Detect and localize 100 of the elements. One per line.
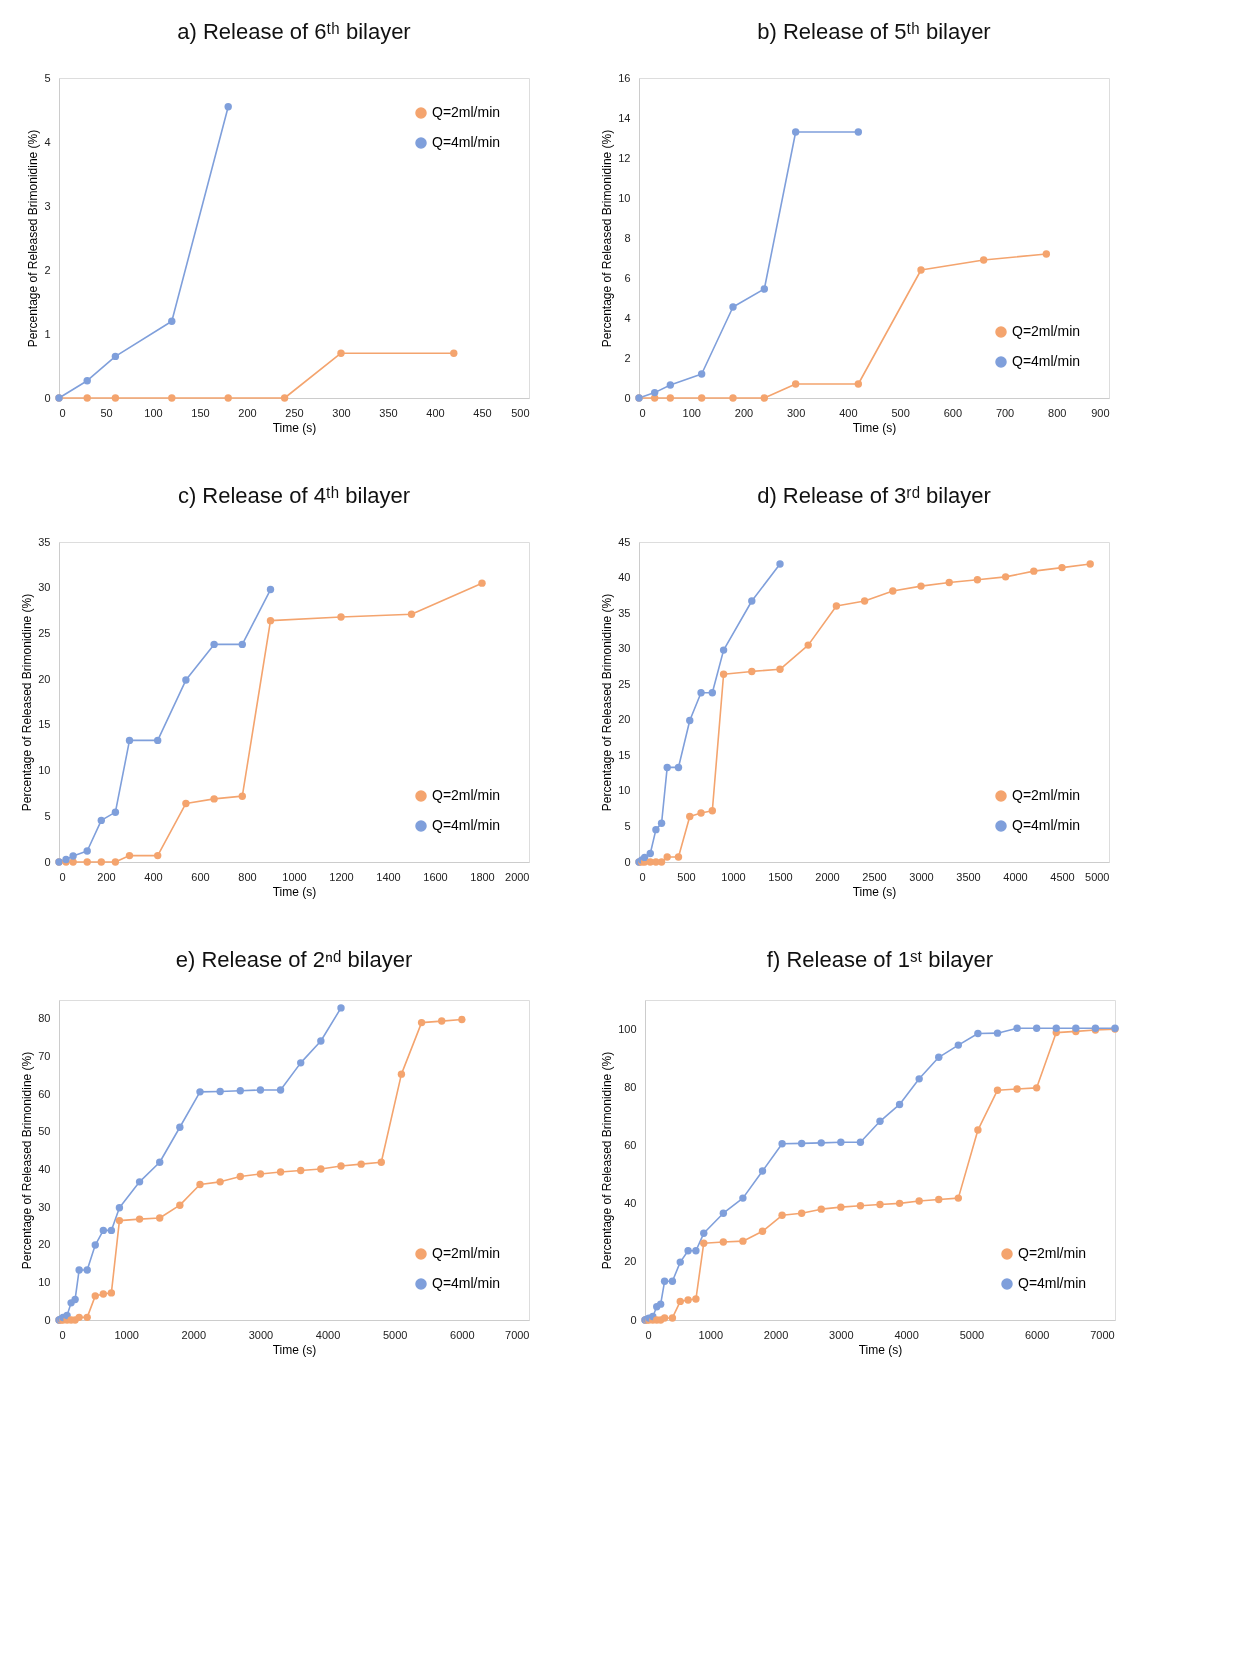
- chart-title: e) Release of 2ⁿᵈ bilayer: [175, 947, 413, 972]
- y-tick-label: 15: [618, 748, 631, 761]
- x-axis-title: Time (s): [272, 1342, 317, 1357]
- y-tick-label: 30: [38, 1200, 51, 1213]
- chart-title: b) Release of 5ᵗʰ bilayer: [757, 19, 991, 44]
- x-tick-label: 800: [238, 870, 257, 883]
- legend-label: Q=2ml/min: [432, 787, 501, 803]
- y-tick-label: 14: [618, 111, 631, 124]
- y-axis-title: Percentage of Released Brimonidine (%): [20, 593, 35, 812]
- x-tick-label: 4000: [315, 1328, 341, 1341]
- x-tick-label: 1200: [329, 870, 354, 883]
- y-tick-label: 30: [618, 642, 631, 655]
- y-tick-label: 1: [44, 327, 51, 340]
- y-tick-label: 8: [624, 231, 631, 244]
- x-tick-label: 5000: [382, 1328, 408, 1341]
- y-tick-label: 20: [618, 713, 631, 726]
- x-tick-label: 400: [426, 406, 445, 419]
- x-tick-label: 100: [682, 406, 701, 419]
- x-tick-label: 3500: [956, 870, 981, 883]
- x-tick-label: 6000: [450, 1328, 475, 1341]
- x-tick-label: 5000: [959, 1328, 985, 1341]
- x-tick-label: 2000: [505, 870, 530, 883]
- y-tick-label: 4: [44, 135, 51, 148]
- y-tick-label: 0: [624, 855, 631, 868]
- x-tick-label: 1400: [376, 870, 401, 883]
- x-tick-label: 4000: [894, 1328, 919, 1341]
- y-tick-label: 0: [624, 391, 631, 404]
- x-tick-label: 500: [511, 406, 530, 419]
- y-tick-label: 60: [38, 1087, 51, 1100]
- chart-title: d) Release of 3ʳᵈ bilayer: [757, 483, 991, 508]
- y-tick-label: 50: [38, 1125, 51, 1138]
- x-tick-label: 200: [734, 406, 754, 419]
- legend-label: Q=2ml/min: [1018, 1245, 1087, 1261]
- y-axis-title: Percentage of Released Brimonidine (%): [26, 129, 41, 348]
- chart-title: f) Release of 1ˢᵗ bilayer: [766, 947, 994, 972]
- x-tick-label: 300: [786, 406, 806, 419]
- x-tick-label: 700: [995, 406, 1015, 419]
- y-axis-title: Percentage of Released Brimonidine (%): [600, 129, 615, 348]
- y-tick-label: 40: [618, 571, 631, 584]
- x-tick-label: 3000: [248, 1328, 274, 1341]
- y-tick-label: 5: [44, 809, 51, 822]
- x-tick-label: 5000: [1085, 870, 1110, 883]
- x-tick-label: 4500: [1050, 870, 1075, 883]
- x-axis-title: Time (s): [852, 420, 897, 435]
- x-tick-label: 200: [97, 870, 116, 883]
- y-tick-label: 0: [44, 1313, 51, 1326]
- y-tick-label: 80: [624, 1080, 637, 1093]
- x-tick-label: 3000: [829, 1328, 854, 1341]
- y-tick-label: 15: [38, 718, 51, 731]
- legend-label: Q=4ml/min: [1012, 817, 1081, 833]
- y-tick-label: 12: [618, 151, 631, 164]
- x-tick-label: 150: [191, 406, 210, 419]
- x-tick-label: 300: [332, 406, 351, 419]
- x-tick-label: 200: [238, 406, 257, 419]
- y-tick-label: 60: [624, 1138, 637, 1151]
- x-tick-label: 900: [1091, 406, 1110, 419]
- y-tick-label: 10: [38, 764, 51, 777]
- x-tick-label: 4000: [1003, 870, 1028, 883]
- y-tick-label: 35: [38, 535, 51, 548]
- x-tick-label: 100: [144, 406, 163, 419]
- y-tick-label: 0: [44, 391, 51, 404]
- x-tick-label: 0: [59, 1328, 66, 1341]
- x-tick-label: 50: [100, 406, 113, 419]
- legend-label: Q=2ml/min: [432, 1245, 501, 1261]
- legend-label: Q=2ml/min: [432, 104, 501, 120]
- legend-label: Q=4ml/min: [432, 134, 501, 150]
- y-tick-label: 2: [44, 263, 51, 276]
- x-tick-label: 0: [59, 406, 66, 419]
- legend-label: Q=4ml/min: [432, 817, 501, 833]
- y-tick-label: 70: [38, 1049, 51, 1062]
- legend-label: Q=4ml/min: [1012, 353, 1081, 369]
- y-tick-label: 5: [624, 819, 631, 832]
- x-tick-label: 1000: [721, 870, 746, 883]
- y-axis-title: Percentage of Released Brimonidine (%): [600, 1051, 615, 1270]
- legend-label: Q=4ml/min: [1018, 1275, 1087, 1291]
- x-tick-label: 7000: [505, 1328, 530, 1341]
- y-tick-label: 40: [624, 1197, 637, 1210]
- x-tick-label: 0: [645, 1328, 652, 1341]
- x-tick-label: 1000: [114, 1328, 139, 1341]
- x-tick-label: 600: [191, 870, 210, 883]
- x-axis-title: Time (s): [852, 884, 897, 899]
- y-tick-label: 25: [38, 626, 51, 639]
- x-tick-label: 400: [839, 406, 858, 419]
- x-tick-label: 400: [144, 870, 163, 883]
- y-tick-label: 10: [38, 1275, 51, 1288]
- y-tick-label: 6: [624, 271, 631, 284]
- x-tick-label: 2000: [181, 1328, 207, 1341]
- y-tick-label: 2: [624, 351, 631, 364]
- x-tick-label: 1800: [470, 870, 495, 883]
- legend-label: Q=2ml/min: [1012, 787, 1081, 803]
- chart-title: c) Release of 4ᵗʰ bilayer: [177, 483, 411, 508]
- x-tick-label: 3000: [909, 870, 934, 883]
- legend-label: Q=2ml/min: [1012, 323, 1081, 339]
- y-tick-label: 16: [618, 71, 631, 84]
- y-tick-label: 20: [624, 1255, 637, 1268]
- y-tick-label: 35: [618, 606, 631, 619]
- y-tick-label: 30: [38, 581, 51, 594]
- x-tick-label: 1000: [698, 1328, 724, 1341]
- y-tick-label: 3: [44, 199, 51, 212]
- x-tick-label: 600: [943, 406, 963, 419]
